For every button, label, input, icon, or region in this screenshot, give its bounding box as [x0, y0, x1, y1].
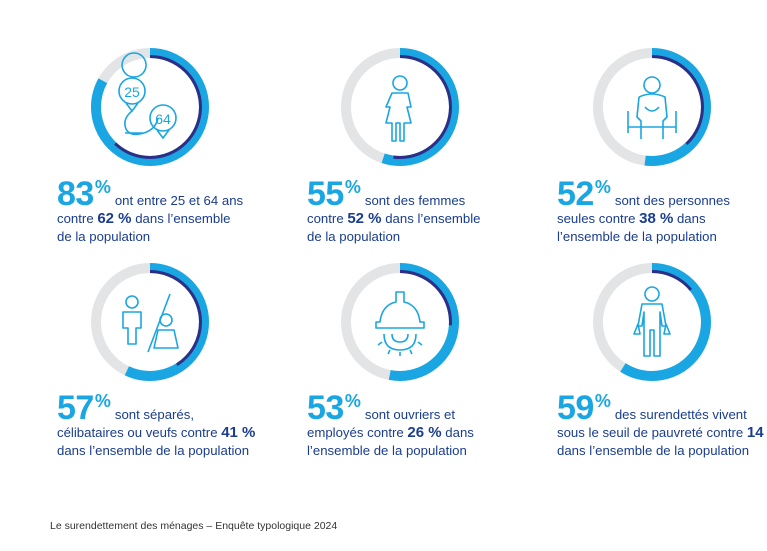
stat-line-2-pre: seules contre [557, 211, 639, 226]
hard-hat-gear-icon [376, 292, 424, 356]
stat-line-1: sont ouvriers et [365, 407, 455, 422]
stat-single: 52% sont des personnes seules contre 38 %… [557, 178, 767, 246]
stat-line-2-pre: contre [57, 211, 97, 226]
stat-percent-sign: % [345, 391, 361, 411]
stat-line-3: de la population [57, 228, 297, 246]
stat-line-3: de la population [307, 228, 547, 246]
stat-line-3: dans l’ensemble de la population [57, 442, 297, 460]
stat-percent-sign: % [595, 391, 611, 411]
stat-percent-sign: % [595, 177, 611, 197]
stat-line-2-post: dans [673, 211, 705, 226]
stat-age: 83% ont entre 25 et 64 ans contre 62 % da… [57, 178, 297, 246]
stat-line-1: des surendettés vivent [615, 407, 747, 422]
stat-line-2-post: dans l’ensemble [132, 211, 231, 226]
stat-line-1: sont séparés, [115, 407, 194, 422]
stat-line-2-post: dans [442, 425, 474, 440]
stat-comparison-value: 41 % [221, 424, 255, 441]
stat-line-1: ont entre 25 et 64 ans [115, 193, 243, 208]
stat-comparison-value: 38 % [639, 210, 673, 227]
donut-chart-workers [340, 262, 460, 382]
stat-value: 59 [557, 389, 594, 427]
stat-percent-sign: % [95, 177, 111, 197]
footer-source: Le surendettement des ménages – Enquête … [50, 520, 337, 532]
stat-line-2-pre: contre [307, 211, 347, 226]
donut-chart-separated [90, 262, 210, 382]
stat-comparison-value: 26 % [407, 424, 441, 441]
donut-chart-women [340, 47, 460, 167]
stat-line-3: l’ensemble de la population [557, 228, 767, 246]
stat-value: 83 [57, 175, 94, 213]
stat-value: 57 [57, 389, 94, 427]
age-label-25: 25 [124, 84, 140, 100]
stat-line-2-pre: sous le seuil de pauvreté contre [557, 425, 747, 440]
stat-women: 55% sont des femmes contre 52 % dans l’en… [307, 178, 547, 246]
donut-chart-age: 25 64 [90, 47, 210, 167]
stat-poverty: 59% des surendettés vivent sous le seuil … [557, 392, 767, 460]
stat-comparison-value: 14 % [747, 424, 767, 441]
stat-line-1: sont des personnes [615, 193, 730, 208]
stat-value: 52 [557, 175, 594, 213]
stat-separated: 57% sont séparés, célibataires ou veufs c… [57, 392, 297, 460]
stat-line-1: sont des femmes [365, 193, 465, 208]
stat-line-3: dans l’ensemble de la population [557, 442, 767, 460]
stat-percent-sign: % [345, 177, 361, 197]
stat-percent-sign: % [95, 391, 111, 411]
stat-line-2-pre: employés contre [307, 425, 407, 440]
separated-couple-icon [123, 294, 178, 352]
seated-person-icon [628, 77, 676, 139]
donut-chart-poverty [592, 262, 712, 382]
woman-icon [386, 76, 411, 141]
stat-comparison-value: 52 % [347, 210, 381, 227]
stat-workers: 53% sont ouvriers et employés contre 26 %… [307, 392, 547, 460]
age-label-64: 64 [155, 111, 171, 127]
empty-pockets-icon [634, 287, 670, 356]
stat-line-2-post: dans l’ensemble [382, 211, 481, 226]
stat-line-3: l’ensemble de la population [307, 442, 547, 460]
donut-chart-single [592, 47, 712, 167]
stat-value: 53 [307, 389, 344, 427]
stat-line-2-pre: célibataires ou veufs contre [57, 425, 221, 440]
stat-comparison-value: 62 % [97, 210, 131, 227]
stat-value: 55 [307, 175, 344, 213]
